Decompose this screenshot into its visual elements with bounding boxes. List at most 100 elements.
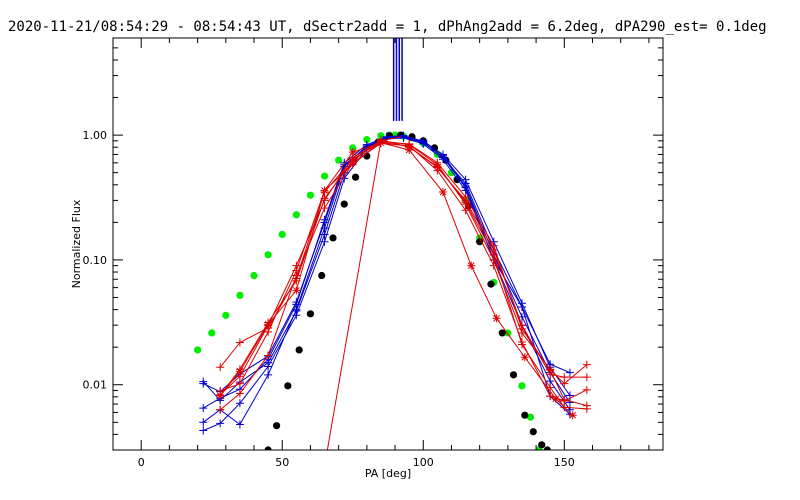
- green-model-point: [194, 346, 202, 354]
- blue-1-point: [235, 399, 244, 408]
- black-model-point: [538, 441, 546, 449]
- green-model-point: [250, 271, 258, 280]
- red-3-point: [320, 204, 329, 213]
- green-model-point: [320, 172, 329, 180]
- green-model-point: [306, 191, 315, 199]
- chart-title: 2020-11-21/08:54:29 - 08:54:43 UT, dSect…: [8, 19, 767, 35]
- green-model-point: [222, 311, 230, 319]
- red-3-line: [219, 142, 588, 411]
- red-5-point: [348, 160, 357, 169]
- blue-4-point: [320, 218, 329, 227]
- red-star-point: [264, 320, 273, 329]
- axis-ticks: 0 50 100 150 0.01 0.10 1.00: [83, 38, 663, 469]
- black-model-point: [476, 238, 484, 246]
- series-red-5: [216, 137, 591, 410]
- series-green-model: [194, 131, 543, 450]
- blue-3-line: [203, 135, 571, 409]
- blue-4-point: [461, 175, 470, 184]
- x-tick-label: 0: [138, 456, 145, 469]
- blue-5-point: [439, 152, 447, 161]
- plot-clip-group: [194, 38, 591, 450]
- red-5-point: [292, 266, 301, 275]
- red-star-point: [439, 188, 447, 197]
- black-model-point: [509, 371, 518, 379]
- series-red-3: [216, 139, 591, 414]
- red-star-point: [568, 411, 577, 420]
- red-star-point: [520, 353, 529, 362]
- blue-3-point: [565, 368, 574, 377]
- black-model-point: [306, 310, 315, 318]
- blue-5-point: [320, 230, 329, 239]
- red-star-point: [292, 286, 301, 295]
- red-4-point: [517, 340, 526, 349]
- x-axis-label: PA [deg]: [365, 467, 411, 480]
- red-5-point: [489, 241, 498, 250]
- blue-1-point: [216, 419, 225, 428]
- black-model-point: [351, 173, 360, 181]
- black-model-point: [329, 234, 337, 242]
- red-3-point: [489, 261, 498, 270]
- x-tick-label: 150: [554, 456, 575, 469]
- blue-5-point: [419, 138, 428, 147]
- black-model-point: [340, 200, 348, 208]
- blue-2-point: [565, 398, 574, 407]
- red-star-point: [492, 314, 501, 323]
- red-3-point: [235, 389, 244, 398]
- blue-5-point: [461, 183, 470, 192]
- green-model-point: [236, 291, 244, 299]
- red-star-point: [235, 367, 244, 376]
- red-3-point: [582, 385, 591, 394]
- green-model-point: [208, 329, 216, 337]
- series-red-star: [216, 138, 577, 420]
- red-2-point: [560, 379, 569, 388]
- red-3-point: [264, 351, 273, 360]
- x-tick-label: 50: [275, 456, 289, 469]
- red-outlier-line: [326, 136, 401, 450]
- green-model-point: [526, 413, 535, 421]
- green-model-point: [363, 136, 371, 144]
- green-model-point: [264, 251, 272, 259]
- black-model-point: [318, 271, 326, 280]
- black-model-point: [543, 446, 551, 450]
- red-2-point: [582, 360, 591, 369]
- blue-5-point: [199, 377, 208, 386]
- red-3-point: [216, 405, 225, 414]
- y-tick-label: 1.00: [83, 129, 108, 142]
- red-5-point: [235, 379, 244, 388]
- x-tick-label: 100: [413, 456, 434, 469]
- black-model-point: [272, 422, 281, 430]
- black-model-point: [284, 382, 292, 390]
- red-5-point: [546, 366, 555, 375]
- red-2-line: [219, 140, 588, 396]
- red-star-point: [320, 186, 329, 195]
- red-5-point: [264, 327, 273, 336]
- red-4-line: [219, 139, 587, 410]
- blue-1-line: [203, 137, 571, 431]
- red-3-point: [461, 206, 470, 215]
- black-model-point: [529, 428, 537, 436]
- series-blue-3: [199, 132, 574, 413]
- red-1-point: [235, 338, 244, 347]
- y-axis-label: Normalized Flux: [70, 199, 83, 288]
- black-model-point: [264, 446, 272, 450]
- blue-5-point: [292, 306, 301, 315]
- green-model-point: [335, 156, 343, 164]
- green-model-point: [292, 211, 300, 219]
- plot-area: [194, 38, 591, 450]
- black-model-point: [521, 411, 529, 419]
- red-5-point: [560, 395, 569, 404]
- blue-4-point: [340, 160, 349, 169]
- black-model-point: [487, 280, 495, 288]
- blue-4-line: [203, 135, 571, 396]
- green-model-point: [518, 382, 526, 390]
- blue-1-point: [199, 426, 208, 435]
- black-model-point: [498, 329, 506, 337]
- blue-3-point: [199, 404, 208, 413]
- green-model-point: [278, 230, 286, 239]
- blue-5-point: [399, 133, 408, 142]
- blue-5-point: [264, 358, 273, 367]
- red-5-point: [433, 158, 442, 167]
- red-star-point: [405, 145, 414, 154]
- blue-2-point: [264, 370, 273, 379]
